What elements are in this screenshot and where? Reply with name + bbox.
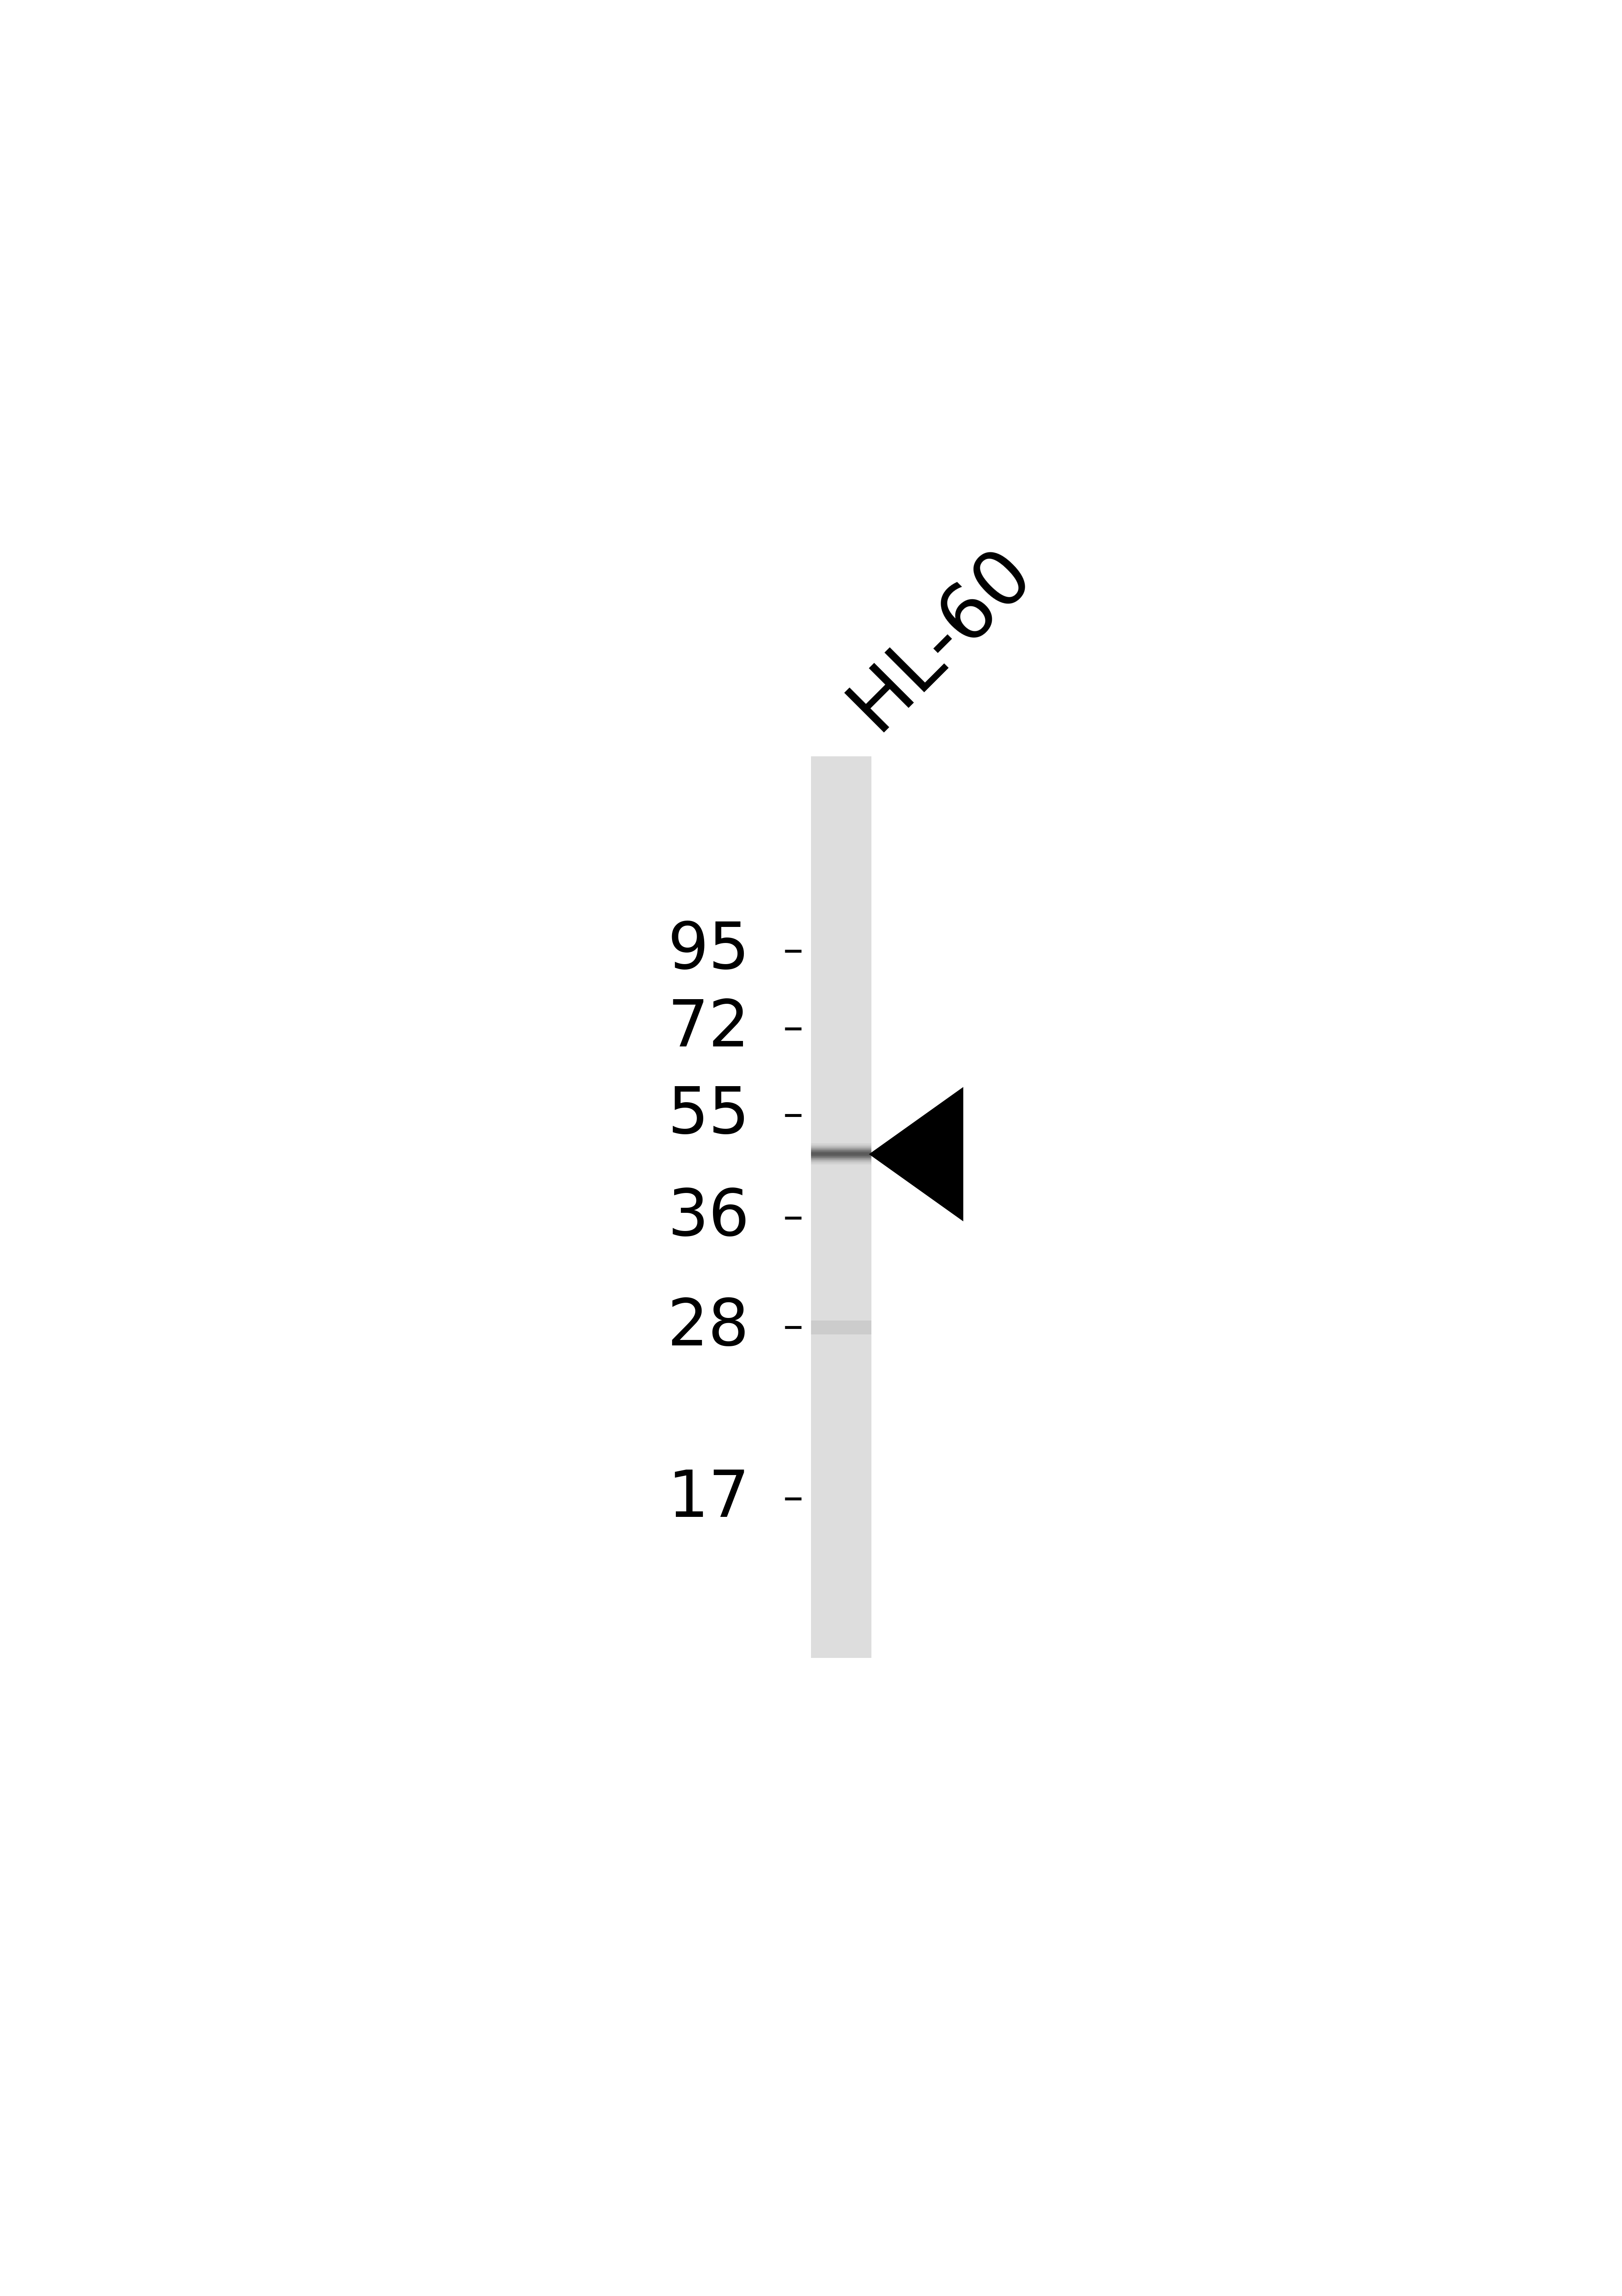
Text: HL-60: HL-60 [835, 533, 1046, 744]
Bar [811, 1320, 871, 1334]
Text: 28: 28 [668, 1295, 749, 1359]
Bar [811, 755, 871, 1658]
Text: 95: 95 [667, 918, 749, 983]
Polygon shape [869, 1086, 963, 1221]
Text: 36: 36 [668, 1187, 749, 1249]
Text: 72: 72 [668, 996, 749, 1061]
Text: 55: 55 [667, 1084, 749, 1146]
Text: 17: 17 [668, 1467, 749, 1531]
